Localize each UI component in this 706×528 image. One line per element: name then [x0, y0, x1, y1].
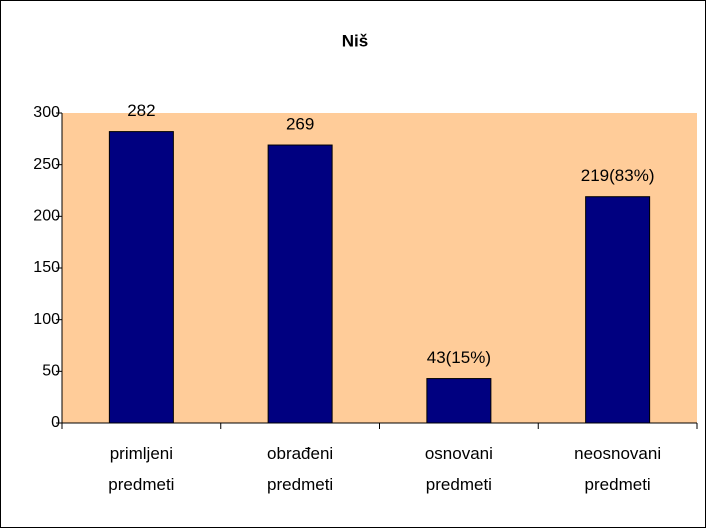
y-tick-label: 100: [33, 311, 60, 328]
y-tick-label: 0: [51, 414, 60, 431]
x-tick-label: primljeni predmeti: [108, 444, 175, 494]
data-label: 269: [286, 115, 314, 134]
y-tick-label: 200: [33, 208, 60, 225]
y-tick-label: 300: [33, 104, 60, 121]
y-tick-label: 150: [33, 259, 60, 276]
data-label: 219(83%): [581, 166, 655, 185]
bar: [267, 144, 333, 424]
x-tick-label: obrađeni predmeti: [267, 444, 334, 494]
bar: [585, 196, 651, 424]
y-tick-label: 50: [42, 363, 60, 380]
bar: [108, 131, 174, 424]
x-tick-label: osnovani predmeti: [424, 444, 493, 494]
y-tick-label: 250: [33, 156, 60, 173]
bar: [426, 378, 492, 424]
data-label: 43(15%): [427, 348, 491, 367]
data-label: 282: [127, 101, 155, 120]
chart-title: Niš: [342, 31, 368, 50]
x-tick-label: neosnovani predmeti: [574, 444, 662, 494]
